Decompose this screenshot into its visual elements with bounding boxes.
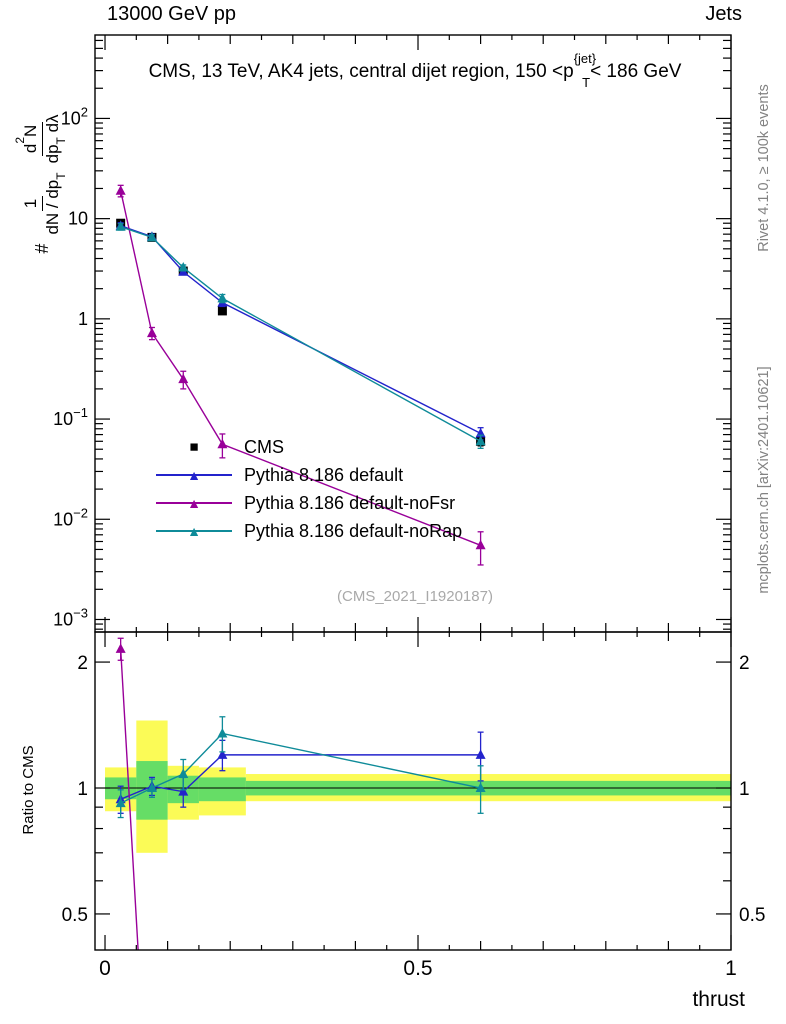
tick-label: 1 <box>739 779 750 800</box>
legend-row: ▲ Pythia 8.186 default-noFsr <box>156 489 462 517</box>
data-marker <box>146 782 157 793</box>
data-marker <box>146 327 157 338</box>
top-y-axis-label: # 1 dN / dpT d2N dpT dλ <box>10 24 74 344</box>
data-point-icon: ▲ <box>187 523 201 539</box>
beam-energy-title: 13000 GeV pp <box>107 3 236 25</box>
tick-label: 0.5 <box>403 957 432 980</box>
legend-label: CMS <box>244 436 284 457</box>
data-marker <box>217 438 228 449</box>
rivet-version-note: Rivet 4.1.0, ≥ 100k events <box>756 84 772 252</box>
mcplots-arxiv-note: mcplots.cern.ch [arXiv:2401.10621] <box>756 366 772 594</box>
differential-fraction: d2N dpT dλ <box>13 114 68 164</box>
observable-title: CMS, 13 TeV, AK4 jets, central dijet reg… <box>95 52 735 89</box>
tick-label: 1 <box>77 779 88 800</box>
legend-marker: ■ <box>156 439 232 455</box>
data-marker <box>146 231 157 242</box>
legend-label: Pythia 8.186 default-noFsr <box>244 492 456 513</box>
series-line <box>120 226 481 442</box>
data-point-icon: ▲ <box>187 467 201 483</box>
uncertainty-bands <box>95 720 731 853</box>
tick-label: 0.5 <box>62 905 88 926</box>
legend-row: ▲ Pythia 8.186 default-noRap <box>156 517 462 545</box>
normalization-fraction: 1 dN / dpT <box>21 172 68 235</box>
data-marker <box>217 292 228 303</box>
tick-label: 1 <box>725 957 737 980</box>
tick-label: 2 <box>739 653 750 674</box>
tick-label: 10−2 <box>53 505 88 529</box>
tick-label: 0 <box>99 957 111 980</box>
data-marker <box>178 262 189 272</box>
tick-label: 0.5 <box>739 905 765 926</box>
legend-label: Pythia 8.186 default <box>244 464 404 485</box>
tick-label: 10−1 <box>53 405 88 429</box>
legend-label: Pythia 8.186 default-noRap <box>244 520 463 541</box>
tick-label: 10 <box>68 209 88 229</box>
data-marker <box>475 749 486 759</box>
data-marker <box>115 221 126 231</box>
tick-label: 10−3 <box>53 605 88 629</box>
legend-marker: ▲ <box>156 467 232 483</box>
data-point-icon: ■ <box>189 438 199 456</box>
data-marker <box>475 539 486 550</box>
ratio-panel-series <box>115 637 486 950</box>
series-line-swatch <box>156 502 232 504</box>
observable-title-text: CMS, 13 TeV, AK4 jets, central dijet reg… <box>148 61 574 82</box>
pt-superscript: {jet} <box>573 50 597 66</box>
green-band <box>198 777 246 802</box>
ratio-y-axis-label: Ratio to CMS <box>19 745 37 835</box>
data-marker <box>115 185 126 195</box>
data-marker <box>475 435 486 446</box>
data-point-icon: ▲ <box>187 495 201 511</box>
axes <box>94 34 732 951</box>
data-marker <box>217 306 227 316</box>
data-marker <box>178 768 189 779</box>
hash-symbol: # <box>31 243 52 254</box>
legend-marker: ▲ <box>156 495 232 511</box>
legend-row: ▲ Pythia 8.186 default <box>156 461 462 489</box>
legend: ■ CMS ▲ Pythia 8.186 default ▲ Pythia 8.… <box>156 433 462 545</box>
tick-label: 2 <box>77 653 88 674</box>
data-marker <box>217 727 228 738</box>
data-marker <box>217 749 228 759</box>
legend-marker: ▲ <box>156 523 232 539</box>
legend-row: ■ CMS <box>156 433 462 461</box>
x-axis-label: thrust <box>692 988 745 1011</box>
data-marker <box>178 373 189 384</box>
analysis-id-watermark: (CMS_2021_I1920187) <box>337 588 493 605</box>
data-marker <box>115 797 126 808</box>
series-line-swatch <box>156 530 232 532</box>
observable-title-suffix: < 186 GeV <box>590 61 682 82</box>
tick-label: 1 <box>78 309 88 329</box>
data-marker <box>475 782 486 793</box>
top-panel-series <box>115 184 486 566</box>
data-marker <box>115 643 126 653</box>
data-marker <box>178 786 189 796</box>
series-line <box>120 225 481 434</box>
pt-subscript: T <box>582 74 591 90</box>
series-line-swatch <box>156 474 232 476</box>
analysis-group-title: Jets <box>705 3 742 25</box>
